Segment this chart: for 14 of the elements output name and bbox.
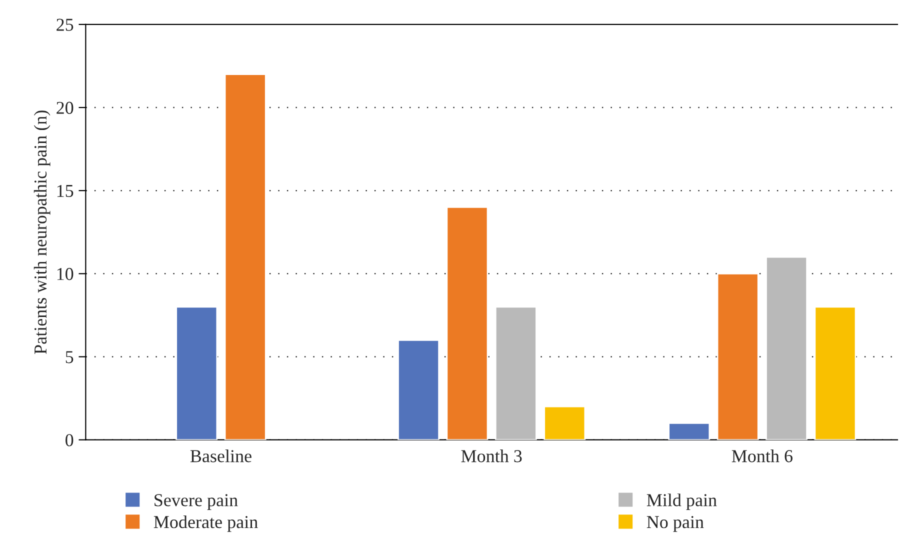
x-tick-label: Baseline bbox=[190, 450, 252, 462]
y-tick-label: 25 bbox=[56, 18, 74, 31]
y-tick-label: 20 bbox=[56, 102, 74, 114]
y-tick-label: 10 bbox=[57, 268, 74, 280]
y-tick-label: 15 bbox=[57, 184, 74, 198]
legend-label: Moderate pain bbox=[154, 515, 258, 532]
legend-label: No pain bbox=[646, 516, 704, 532]
legend-label: Mild pain bbox=[646, 494, 717, 510]
y-tick-label: 5 bbox=[66, 351, 74, 364]
legend-label: Severe pain bbox=[154, 494, 238, 510]
y-tick-label: 0 bbox=[66, 434, 74, 446]
x-tick-label: Month 3 bbox=[461, 450, 522, 462]
x-tick-label: Month 6 bbox=[732, 450, 792, 462]
y-axis-title: Patients with neuropathic pain (n) bbox=[34, 110, 50, 354]
